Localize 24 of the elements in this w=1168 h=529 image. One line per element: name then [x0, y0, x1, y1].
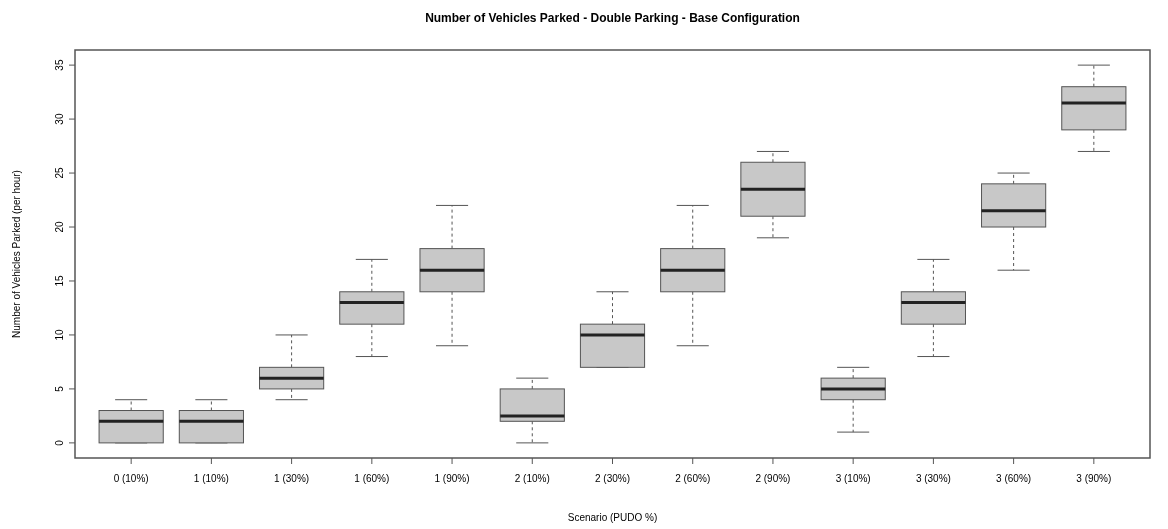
- x-tick-label: 3 (30%): [915, 473, 951, 484]
- y-tick-label: 25: [54, 167, 65, 179]
- y-axis-title: Number of Vehicles Parked (per hour): [11, 170, 22, 338]
- chart-title: Number of Vehicles Parked - Double Parking - Base Configuration: [425, 11, 800, 25]
- x-tick-label: 2 (90%): [755, 473, 791, 484]
- x-tick-label: 3 (90%): [1076, 473, 1112, 484]
- x-tick-label: 3 (10%): [835, 473, 871, 484]
- y-tick-label: 10: [54, 328, 65, 341]
- y-tick-label: 20: [54, 221, 65, 233]
- x-tick-label: 3 (60%): [996, 473, 1032, 484]
- x-tick-label: 0 (10%): [113, 473, 149, 484]
- x-tick-label: 2 (60%): [675, 473, 711, 484]
- y-tick-label: 30: [54, 113, 65, 125]
- x-tick-label: 1 (10%): [193, 473, 229, 484]
- y-tick-label: 35: [54, 59, 65, 71]
- x-tick-label: 2 (30%): [594, 473, 631, 484]
- y-tick-label: 0: [54, 439, 65, 446]
- x-tick-label: 1 (60%): [354, 473, 390, 484]
- x-tick-label: 2 (10%): [514, 473, 550, 484]
- x-tick-label: 1 (90%): [434, 473, 470, 484]
- y-tick-label: 5: [54, 385, 65, 392]
- x-tick-label: 1 (30%): [274, 473, 310, 484]
- x-axis-title: Scenario (PUDO %): [567, 512, 658, 523]
- y-tick-label: 15: [54, 274, 65, 287]
